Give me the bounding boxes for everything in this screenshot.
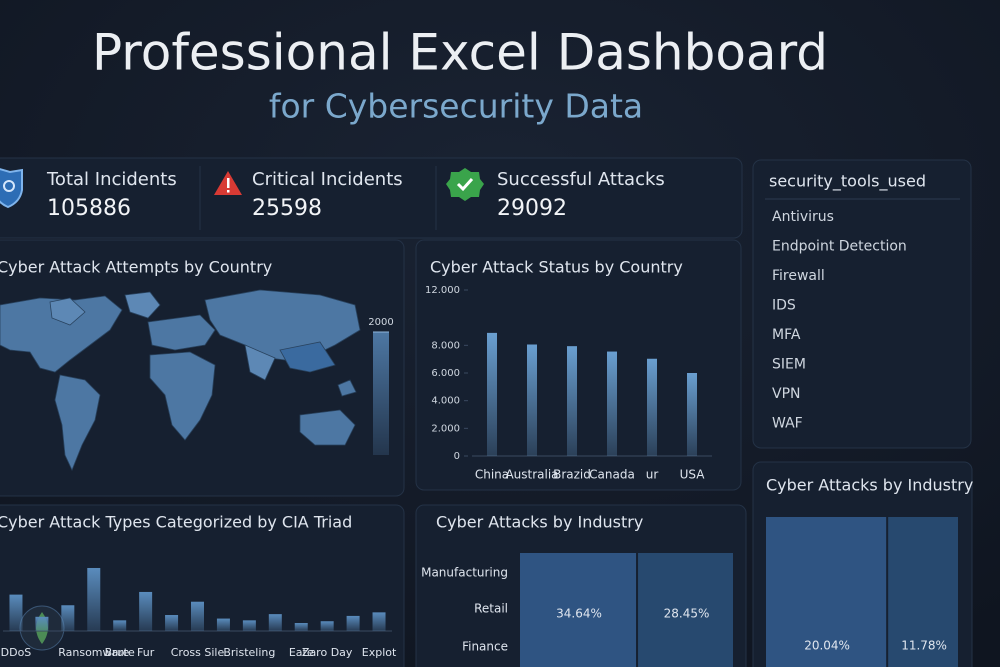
x-tick-label: USA bbox=[680, 468, 706, 482]
list-item: Firewall bbox=[772, 268, 825, 284]
x-tick-label: Zaro Day bbox=[302, 646, 353, 659]
bar bbox=[87, 567, 101, 631]
row-label: Retail bbox=[474, 602, 508, 616]
colorbar-label: 2000 bbox=[368, 317, 393, 328]
y-tick-label: 2.000 bbox=[431, 423, 460, 434]
world-map bbox=[0, 289, 361, 472]
bar bbox=[9, 594, 23, 631]
list-item: Antivirus bbox=[772, 209, 834, 225]
bar bbox=[268, 614, 282, 631]
cell-label: 20.04% bbox=[804, 639, 850, 653]
colorbar bbox=[373, 332, 389, 455]
chart-title: Cyber Attack Types Categorized by CIA Tr… bbox=[0, 513, 352, 532]
cell-label: 28.45% bbox=[664, 607, 710, 621]
x-tick-label: Cross Sile bbox=[171, 646, 225, 659]
bar-panel bbox=[415, 239, 742, 491]
x-tick-label: Canada bbox=[589, 468, 635, 482]
bar bbox=[346, 615, 360, 631]
bar bbox=[372, 612, 386, 631]
shield-icon bbox=[0, 168, 23, 209]
bar bbox=[113, 620, 127, 631]
chart-title: Cyber Attack Attempts by Country bbox=[0, 258, 272, 277]
list-title: security_tools_used bbox=[769, 172, 926, 192]
x-tick-label: Explot bbox=[362, 646, 397, 659]
tools-panel bbox=[752, 159, 972, 449]
kpi-value: 25598 bbox=[252, 196, 322, 221]
kpi-panel bbox=[0, 157, 743, 239]
chart-title: Cyber Attacks by Industry bbox=[436, 513, 643, 532]
cell-label: 11.78% bbox=[901, 639, 947, 653]
list-item: WAF bbox=[772, 416, 803, 432]
list-item: MFA bbox=[772, 327, 801, 343]
treemap-cell bbox=[638, 553, 733, 667]
kpi-label: Total Incidents bbox=[46, 169, 177, 190]
bar bbox=[165, 615, 179, 631]
bar bbox=[294, 623, 308, 631]
y-tick-label: 12.000 bbox=[425, 285, 460, 296]
y-tick-label: 4.000 bbox=[431, 396, 460, 407]
x-tick-label: Ransomware bbox=[58, 646, 129, 659]
kpi-label: Successful Attacks bbox=[497, 169, 665, 190]
bar bbox=[320, 621, 334, 631]
x-tick-label: ur bbox=[646, 468, 659, 482]
bar bbox=[527, 344, 537, 456]
x-tick-label: China bbox=[475, 468, 509, 482]
x-tick-label: Brazid bbox=[553, 468, 591, 482]
kpi-label: Critical Incidents bbox=[252, 169, 403, 190]
kpi-value: 29092 bbox=[497, 196, 567, 221]
y-tick-label: 0 bbox=[454, 451, 460, 462]
treemap-cell bbox=[888, 517, 958, 667]
chart-title: Cyber Attack Status by Country bbox=[430, 258, 683, 277]
bar bbox=[61, 605, 75, 631]
treemap-cell bbox=[520, 553, 637, 667]
check-icon bbox=[446, 168, 484, 201]
treemap-cell bbox=[766, 517, 887, 667]
kpi-value: 105886 bbox=[47, 196, 131, 221]
x-tick-label: Australia bbox=[505, 468, 558, 482]
bar bbox=[242, 620, 256, 631]
list-item: SIEM bbox=[772, 357, 806, 373]
bar bbox=[647, 358, 657, 456]
warning-icon bbox=[214, 171, 242, 195]
bar bbox=[35, 616, 49, 631]
bar bbox=[567, 346, 577, 456]
bar bbox=[191, 601, 204, 631]
page-title: Professional Excel Dashboard bbox=[92, 24, 828, 82]
x-tick-label: Fur bbox=[137, 646, 155, 659]
y-tick-label: 8.000 bbox=[431, 340, 460, 351]
bar bbox=[607, 351, 617, 456]
x-tick-label: Eate bbox=[289, 646, 314, 659]
x-tick-label: Bristeling bbox=[223, 646, 275, 659]
x-tick-label: Brute bbox=[105, 646, 135, 659]
list-item: Endpoint Detection bbox=[772, 239, 907, 255]
y-tick-label: 6.000 bbox=[431, 368, 460, 379]
bar bbox=[216, 618, 230, 631]
chart-title: Cyber Attacks by Industry bbox=[766, 476, 973, 495]
list-item: IDS bbox=[772, 298, 796, 314]
page-subtitle: for Cybersecurity Data bbox=[269, 87, 643, 126]
list-item: VPN bbox=[772, 386, 801, 402]
bar bbox=[687, 373, 697, 456]
bar bbox=[139, 591, 153, 631]
row-label: Finance bbox=[462, 640, 508, 654]
row-label: Manufacturing bbox=[421, 566, 508, 580]
cell-label: 34.64% bbox=[556, 607, 602, 621]
x-tick-label: DDoS bbox=[1, 646, 32, 659]
bar bbox=[487, 332, 497, 456]
